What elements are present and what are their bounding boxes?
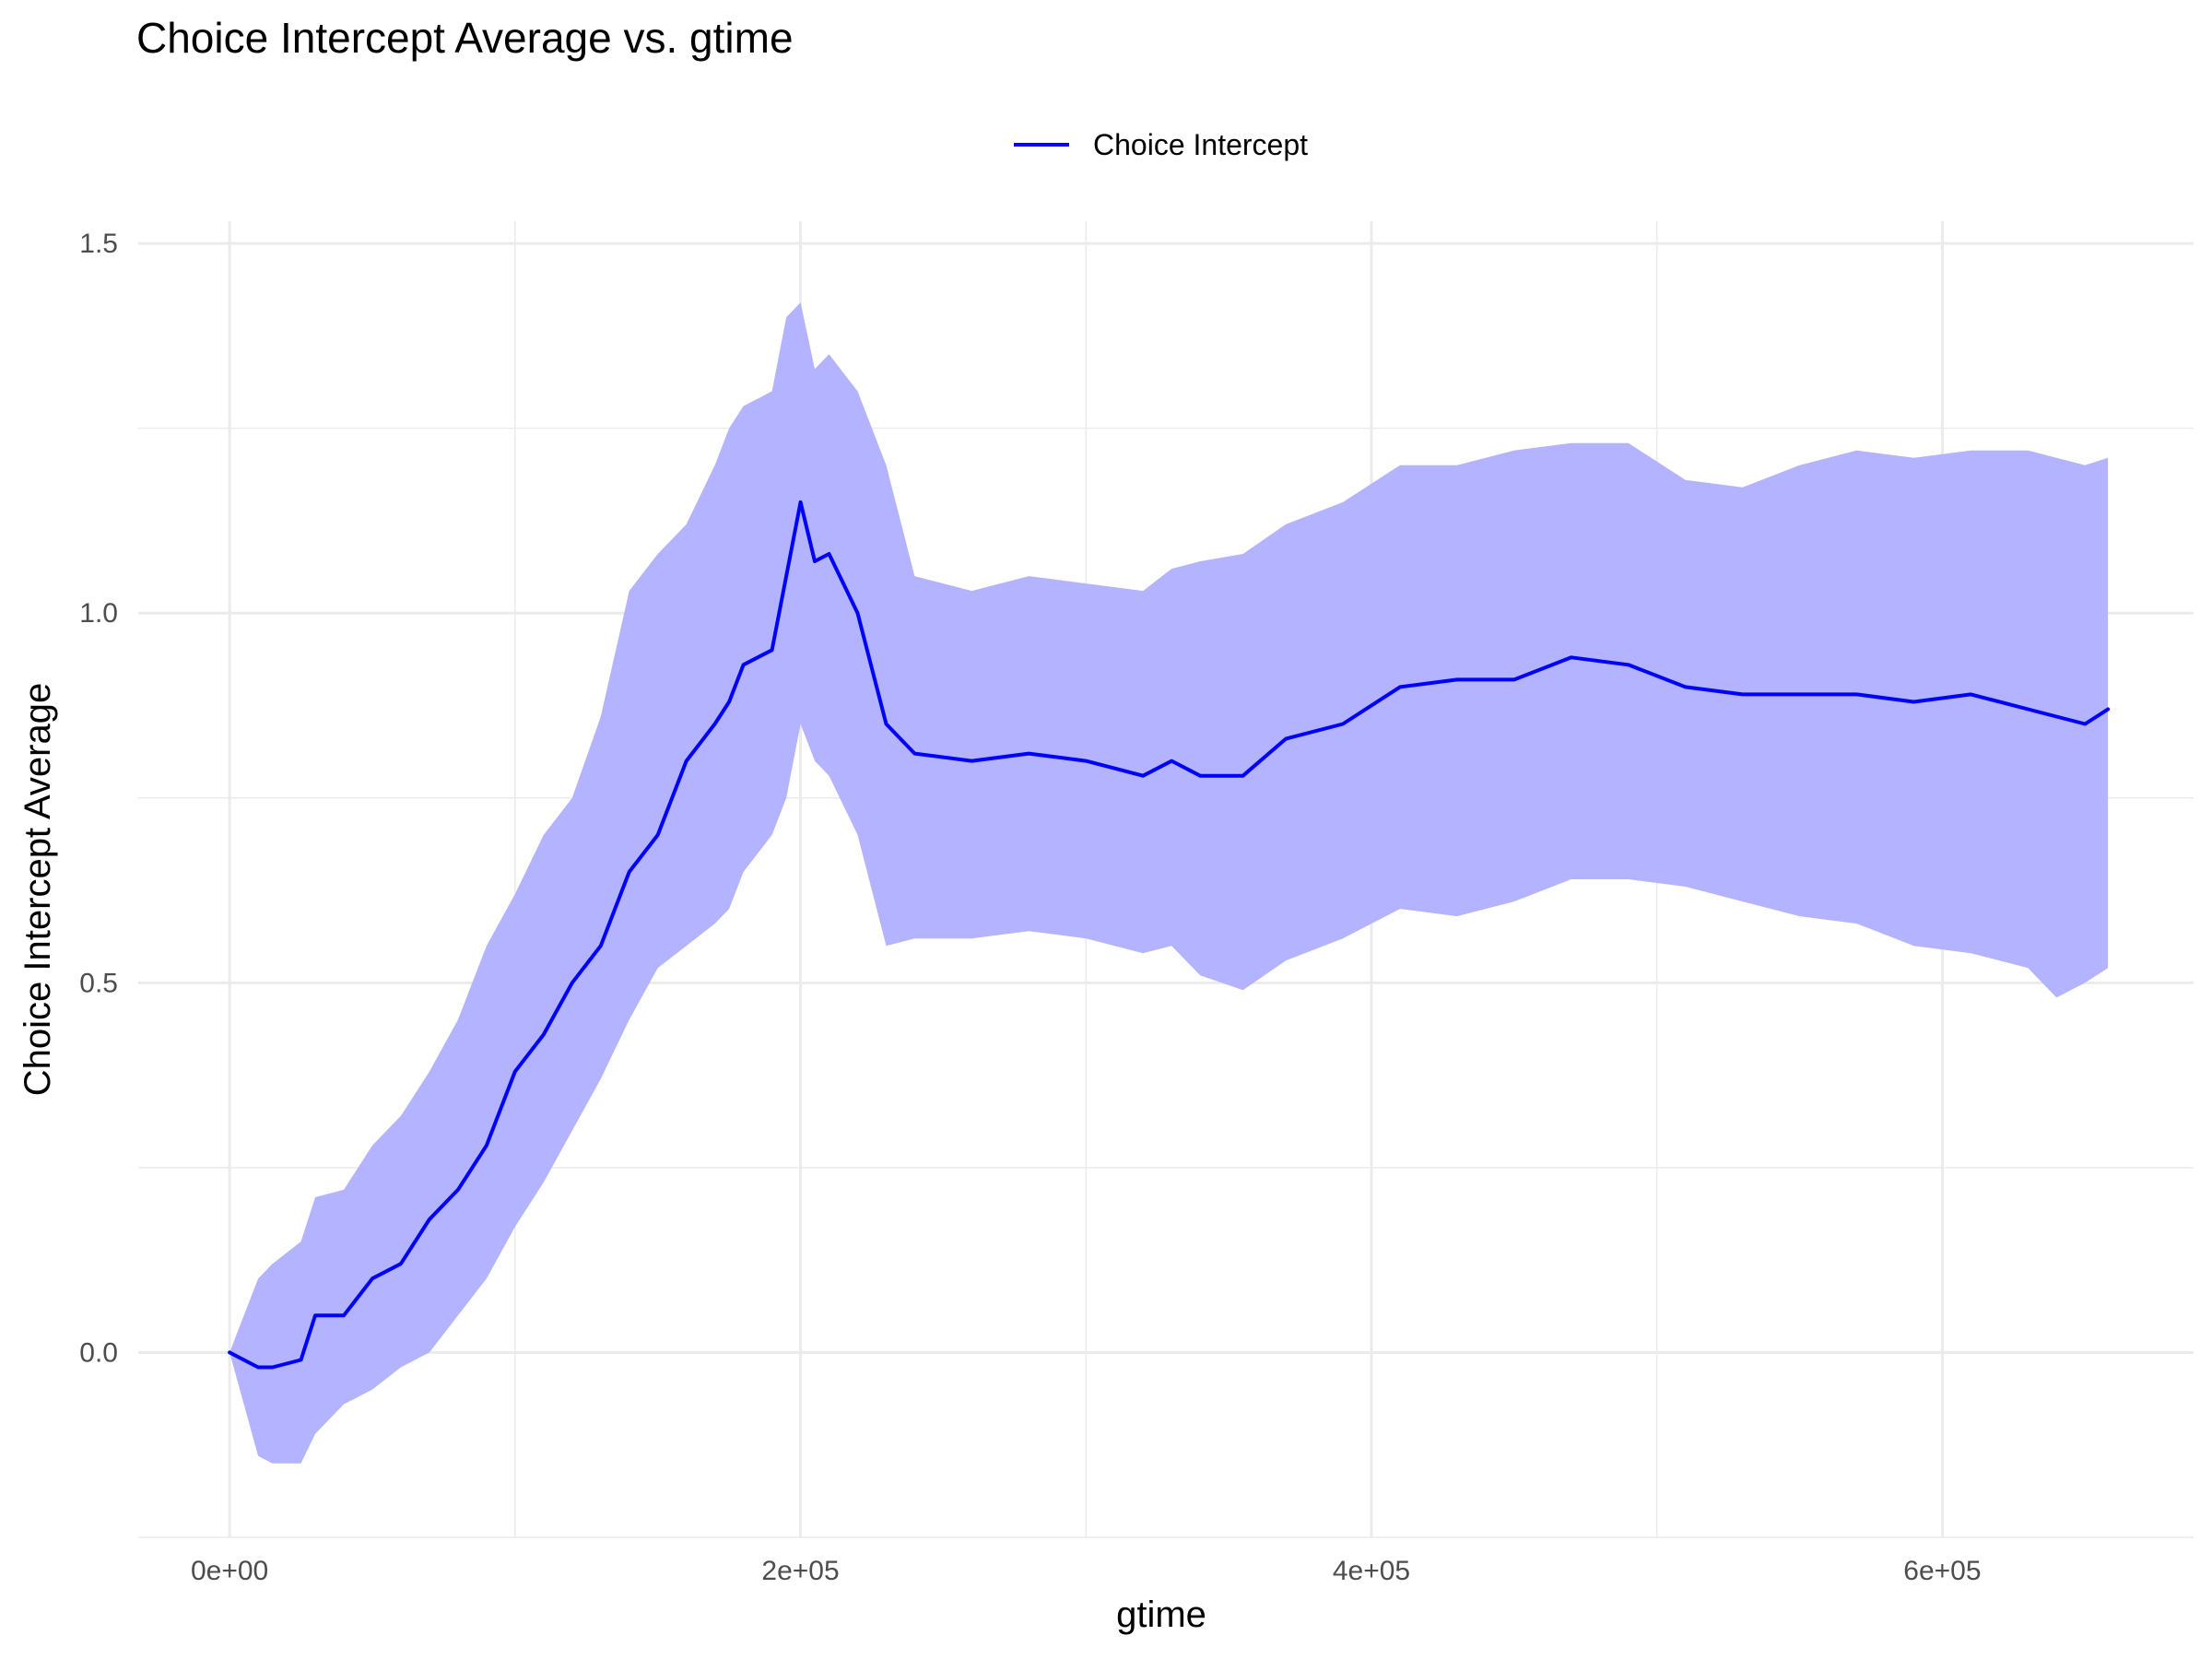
- chart-title: Choice Intercept Average vs. gtime: [136, 14, 794, 62]
- confidence-band: [229, 302, 2109, 1464]
- series-line-layer: [228, 500, 2111, 1370]
- y-tick-label: 0.0: [79, 1337, 118, 1368]
- y-axis-tick-labels: 0.0 0.5 1.0 1.5: [79, 229, 118, 1368]
- legend: Choice Intercept: [1014, 122, 1308, 168]
- legend-line-swatch: [1014, 143, 1069, 147]
- x-tick-label: 0e+00: [191, 1556, 268, 1586]
- x-tick-label: 4e+05: [1333, 1556, 1410, 1586]
- y-axis-title: Choice Intercept Average: [18, 683, 58, 1096]
- x-axis-tick-labels: 0e+00 2e+05 4e+05 6e+05: [191, 1556, 1982, 1586]
- confidence-band-layer: [229, 302, 2109, 1464]
- legend-label: Choice Intercept: [1093, 127, 1309, 161]
- y-tick-label: 0.5: [79, 968, 118, 998]
- y-tick-label: 1.5: [79, 229, 118, 259]
- x-tick-label: 2e+05: [761, 1556, 839, 1586]
- x-axis-title: gtime: [1116, 1594, 1206, 1635]
- y-tick-label: 1.0: [79, 598, 118, 629]
- x-tick-label: 6e+05: [1903, 1556, 1981, 1586]
- series-line-choice-intercept: [228, 500, 2111, 1370]
